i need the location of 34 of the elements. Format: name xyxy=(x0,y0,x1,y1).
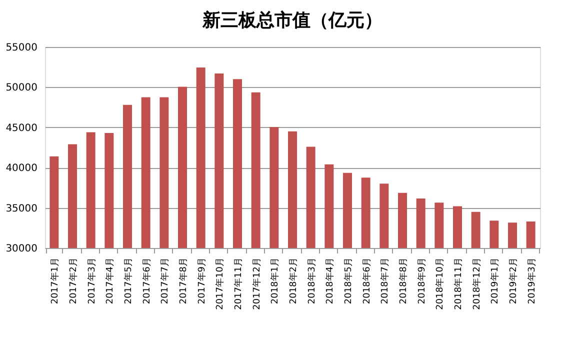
x-tick-label: 2017年6月 xyxy=(141,258,152,304)
x-tick-label: 2017年12月 xyxy=(251,258,262,310)
x-tick-label: 2017年11月 xyxy=(233,258,244,310)
x-tick-label: 2017年10月 xyxy=(214,258,226,310)
y-tick-label: 40000 xyxy=(6,163,38,174)
y-tick-label: 50000 xyxy=(6,82,38,94)
x-tick-label: 2017年9月 xyxy=(196,258,208,304)
x-tick-label: 2017年3月 xyxy=(86,258,98,304)
x-tick-label: 2018年8月 xyxy=(398,258,409,304)
x-tick-label: 2018年7月 xyxy=(380,258,391,304)
x-tick-label: 2018年12月 xyxy=(471,258,482,310)
y-tick-label: 30000 xyxy=(6,244,38,254)
y-tick-label: 45000 xyxy=(6,122,38,134)
x-tick-label: 2018年2月 xyxy=(288,258,299,304)
x-tick-label: 2018年10月 xyxy=(434,258,446,310)
x-tick-label: 2019年2月 xyxy=(508,258,519,304)
x-tick-label: 2018年1月 xyxy=(270,258,281,304)
x-tick-label: 2019年3月 xyxy=(526,258,538,304)
x-tick-label: 2018年9月 xyxy=(416,258,428,304)
y-tick-label: 55000 xyxy=(6,42,38,54)
x-tick-label: 2017年8月 xyxy=(178,258,189,304)
x-tick-label: 2017年7月 xyxy=(160,258,171,304)
x-tick-label: 2018年4月 xyxy=(324,258,336,304)
x-tick-label: 2018年5月 xyxy=(343,258,354,304)
x-tick-label: 2018年3月 xyxy=(306,258,318,304)
x-tick-label: 2018年11月 xyxy=(453,258,464,310)
x-tick-label: 2017年2月 xyxy=(68,258,79,304)
x-tick-label: 2017年5月 xyxy=(123,258,134,304)
x-tick-label: 2018年6月 xyxy=(361,258,372,304)
x-tick-label: 2017年4月 xyxy=(104,258,116,304)
x-tick-label: 2017年1月 xyxy=(50,258,61,304)
chart-title: 新三板总市值（亿元） xyxy=(202,10,382,31)
x-tick-label: 2019年1月 xyxy=(490,258,501,304)
y-tick-label: 35000 xyxy=(6,203,38,214)
